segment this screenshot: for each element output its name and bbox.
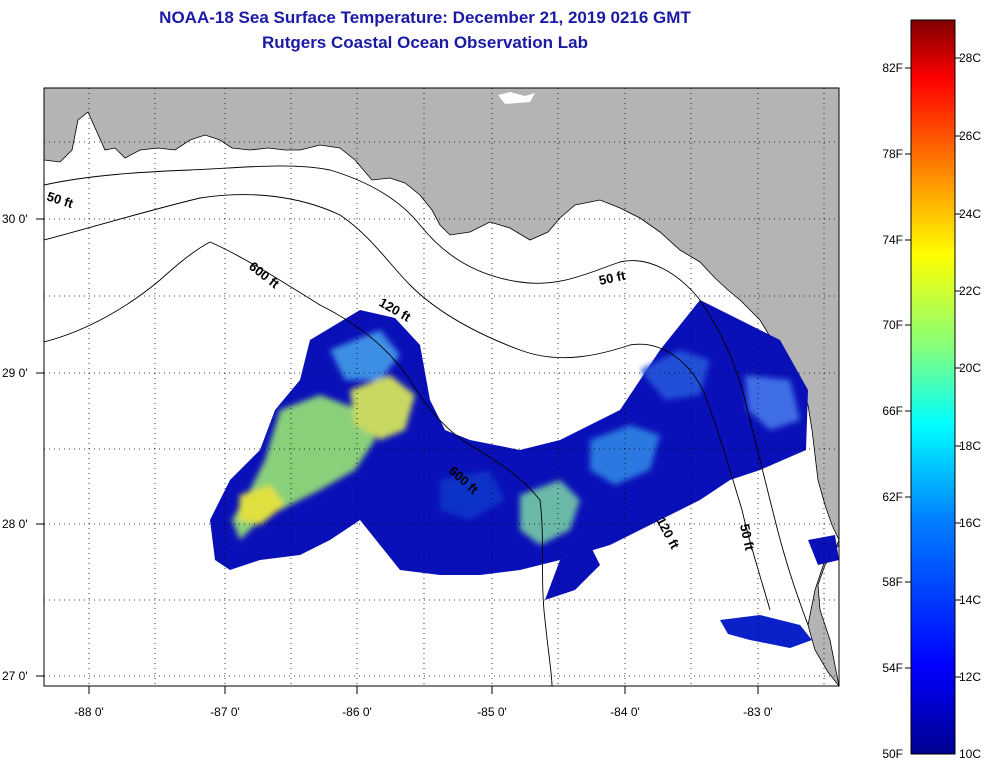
longitude-label: -85 0' xyxy=(477,705,507,719)
colorbar-f-label: 78F xyxy=(882,147,903,161)
colorbar-f-label: 58F xyxy=(882,575,903,589)
map-subtitle: Rutgers Coastal Ocean Observation Lab xyxy=(262,33,588,52)
map-title: NOAA-18 Sea Surface Temperature: Decembe… xyxy=(159,8,691,27)
axis-ticks xyxy=(36,218,759,694)
colorbar-c-label: 26C xyxy=(959,129,981,143)
colorbar-c-label: 22C xyxy=(959,284,981,298)
latitude-label: 27 0' xyxy=(2,669,28,683)
colorbar-c-label: 20C xyxy=(959,361,981,375)
colorbar-f-label: 62F xyxy=(882,490,903,504)
colorbar-f-label: 82F xyxy=(882,61,903,75)
colorbar-c-label: 18C xyxy=(959,439,981,453)
longitude-label: -84 0' xyxy=(610,705,640,719)
longitude-label: -83 0' xyxy=(743,705,773,719)
island-shape xyxy=(498,92,535,104)
longitude-label: -87 0' xyxy=(210,705,240,719)
colorbar-c-label: 24C xyxy=(959,207,981,221)
longitude-label: -86 0' xyxy=(342,705,372,719)
colorbar-c-label: 14C xyxy=(959,593,981,607)
colorbar-c-label: 10C xyxy=(959,747,981,761)
colorbar-f-label: 50F xyxy=(882,747,903,761)
colorbar-ticks xyxy=(905,57,961,678)
colorbar-f-label: 74F xyxy=(882,233,903,247)
colorbar-c-label: 12C xyxy=(959,670,981,684)
isobath-lines xyxy=(44,165,809,686)
longitude-label: -88 0' xyxy=(74,705,104,719)
isobath-label: 50 ft xyxy=(598,268,628,288)
latitude-label: 28 0' xyxy=(2,517,28,531)
latitude-label: 30 0' xyxy=(2,212,28,226)
colorbar-c-label: 28C xyxy=(959,51,981,65)
colorbar-c-label: 16C xyxy=(959,516,981,530)
latitude-label: 29 0' xyxy=(2,366,28,380)
colorbar-f-label: 66F xyxy=(882,404,903,418)
colorbar-f-label: 54F xyxy=(882,661,903,675)
isobath-label: 50 ft xyxy=(737,523,757,553)
sst-data-layer xyxy=(210,300,839,648)
colorbar-f-label: 70F xyxy=(882,318,903,332)
map-border xyxy=(43,87,840,687)
colorbar xyxy=(910,19,956,755)
